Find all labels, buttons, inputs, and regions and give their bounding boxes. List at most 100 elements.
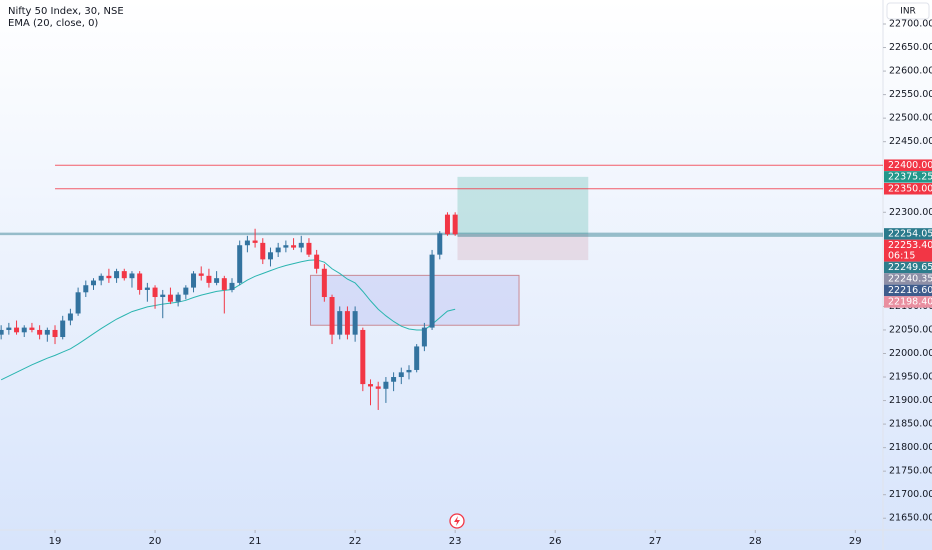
x-tick-label: 21 bbox=[249, 536, 262, 547]
candle-body bbox=[391, 377, 397, 382]
candle-body bbox=[306, 242, 312, 255]
y-tick-label: 22550.00 bbox=[889, 89, 932, 100]
ema-line bbox=[0, 259, 456, 381]
price-label: 22216.60 bbox=[888, 285, 932, 296]
candle-body bbox=[60, 320, 66, 338]
y-tick-label: 22000.00 bbox=[889, 348, 932, 359]
candle-body bbox=[283, 245, 289, 248]
price-label: 22400.00 bbox=[888, 160, 932, 171]
candle-body bbox=[52, 329, 58, 338]
candle-body bbox=[237, 245, 243, 283]
candle-body bbox=[144, 287, 150, 290]
y-tick-label: 22650.00 bbox=[889, 42, 932, 53]
price-label: 22375.25 bbox=[888, 172, 932, 183]
price-label: 22254.05 bbox=[888, 229, 932, 240]
candle-body bbox=[167, 294, 173, 302]
price-label-bg bbox=[884, 182, 932, 195]
candle-body bbox=[383, 381, 389, 389]
y-tick-label: 22450.00 bbox=[889, 136, 932, 147]
x-tick-label: 22 bbox=[349, 536, 362, 547]
candle-body bbox=[75, 292, 81, 314]
y-tick-label: 21950.00 bbox=[889, 372, 932, 383]
price-label-bg bbox=[884, 171, 932, 183]
y-tick-label: 21850.00 bbox=[889, 419, 932, 430]
candle-body bbox=[444, 214, 450, 235]
candle-body bbox=[414, 346, 420, 370]
currency-button[interactable] bbox=[886, 2, 930, 20]
candle-body bbox=[291, 245, 297, 248]
candle-body bbox=[244, 240, 250, 246]
x-tick-label: 28 bbox=[749, 536, 762, 547]
candle-body bbox=[314, 254, 320, 269]
candle-body bbox=[175, 294, 181, 302]
candle-body bbox=[221, 278, 227, 290]
candle-body bbox=[352, 311, 358, 335]
currency[interactable]: INR bbox=[900, 7, 916, 17]
price-label-bg bbox=[884, 239, 932, 262]
candle-body bbox=[90, 280, 96, 286]
candle-body bbox=[14, 327, 20, 333]
candle-body bbox=[198, 273, 204, 276]
candle-body bbox=[44, 329, 50, 335]
x-tick-label: 26 bbox=[549, 536, 562, 547]
candle-body bbox=[0, 329, 4, 335]
candle-body bbox=[421, 327, 427, 347]
y-tick-label: 21800.00 bbox=[889, 442, 932, 453]
candle-body bbox=[406, 369, 412, 373]
candle-body bbox=[429, 254, 435, 328]
candle-body bbox=[191, 273, 197, 288]
price-label-bg bbox=[884, 284, 932, 297]
candle-body bbox=[21, 327, 27, 333]
y-tick-label: 22300.00 bbox=[889, 207, 932, 218]
candle-body bbox=[98, 275, 104, 281]
candle-body bbox=[360, 329, 366, 385]
candle-body bbox=[267, 252, 273, 260]
plot: 22700.00 22650.00 22600.00 22550.00 22500.00… bbox=[0, 19, 932, 547]
candle-body bbox=[67, 313, 73, 321]
candle-body bbox=[6, 327, 12, 330]
price-label: 22350.00 bbox=[888, 183, 932, 194]
price-label: 22253.40 bbox=[888, 240, 932, 251]
candle-body bbox=[252, 240, 258, 243]
price-label-bg bbox=[884, 228, 932, 240]
candle-body bbox=[329, 297, 335, 335]
price-label-bg bbox=[884, 296, 932, 308]
x-tick-label: 23 bbox=[449, 536, 462, 547]
candle-body bbox=[206, 275, 212, 283]
candle-body bbox=[260, 242, 266, 260]
candle-body bbox=[183, 287, 189, 295]
candle-body bbox=[452, 214, 458, 235]
y-tick-label: 22600.00 bbox=[889, 66, 932, 77]
candle-body bbox=[160, 294, 166, 298]
price-label-bg bbox=[884, 261, 932, 274]
chart-title: Nifty 50 Index, 30, NSE bbox=[8, 6, 124, 17]
price-label: 22240.35 bbox=[888, 274, 932, 285]
candle-body bbox=[375, 386, 381, 389]
candle-body bbox=[275, 247, 281, 253]
x-tick-label: 27 bbox=[649, 536, 662, 547]
price-label-bg bbox=[884, 273, 932, 285]
candle-body bbox=[137, 273, 143, 290]
y-tick-label: 21700.00 bbox=[889, 489, 932, 500]
candle-body bbox=[368, 384, 374, 387]
target-zone bbox=[457, 176, 589, 234]
candle-body bbox=[344, 311, 350, 335]
stop-zone bbox=[457, 233, 589, 261]
y-tick-label: 22050.00 bbox=[889, 324, 932, 335]
price-label: 22249.65 bbox=[888, 262, 932, 273]
candle-body bbox=[29, 327, 35, 330]
candle-body bbox=[437, 233, 443, 255]
candle-body bbox=[121, 271, 127, 279]
candle-body bbox=[106, 275, 112, 279]
candle-body bbox=[298, 242, 304, 248]
candle-body bbox=[114, 271, 120, 279]
x-tick-label: 19 bbox=[49, 536, 62, 547]
candle-body bbox=[37, 329, 43, 335]
y-tick-label: 21900.00 bbox=[889, 395, 932, 406]
candle-body bbox=[321, 268, 327, 298]
y-tick-label: 22700.00 bbox=[889, 19, 932, 30]
candle-body bbox=[129, 273, 135, 279]
candle-body bbox=[83, 285, 89, 293]
